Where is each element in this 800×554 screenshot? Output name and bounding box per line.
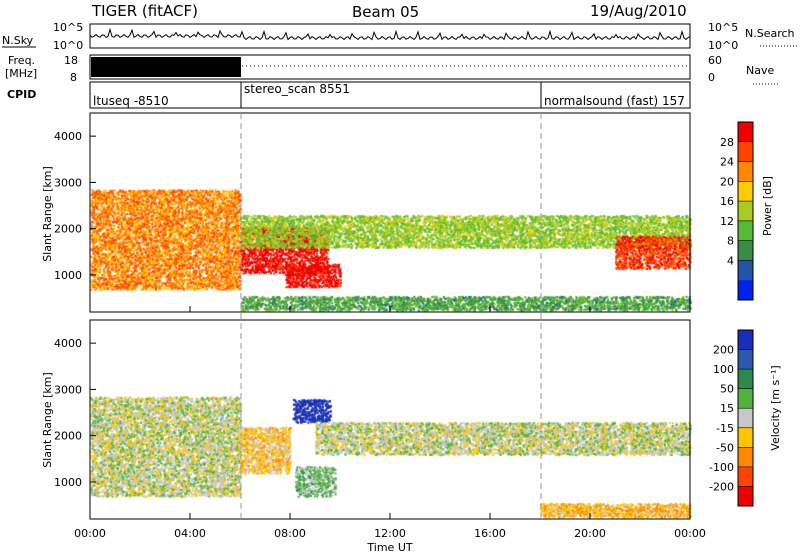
cpid-program-1: ltuseq -8510 bbox=[93, 94, 169, 108]
beam-title: Beam 05 bbox=[352, 3, 419, 21]
noise-left-tick-top: 10^5 bbox=[53, 21, 83, 34]
time-tick-label: 04:00 bbox=[174, 527, 206, 540]
velocity-colorbar: 200 100 50 15 -15 -50 -100 -200 bbox=[709, 329, 754, 507]
colorbar-frame bbox=[737, 329, 754, 507]
noise-right-tick-bottom: 10^0 bbox=[708, 39, 738, 52]
freq-solid-block bbox=[91, 57, 241, 77]
range-tick-label: 2000 bbox=[54, 430, 82, 443]
velocity-panel: Slant Range [km] 1000 2000 3000 4000 200 100… bbox=[41, 319, 782, 520]
colorbar-swatch bbox=[738, 388, 753, 409]
colorbar-swatch bbox=[738, 161, 753, 182]
power-yticks: 1000 2000 3000 4000 bbox=[54, 130, 96, 282]
colorbar-tick-label: -15 bbox=[716, 422, 734, 435]
noise-right-label: N.Search bbox=[745, 27, 795, 40]
colorbar-swatch bbox=[738, 181, 753, 202]
noise-left-tick-bottom: 10^0 bbox=[53, 39, 83, 52]
colorbar-swatch bbox=[738, 466, 753, 487]
time-tick-label: 20:00 bbox=[574, 527, 606, 540]
cpid-program-3: normalsound (fast) 157 bbox=[544, 94, 685, 108]
cpid-panel: CPID ltuseq -8510 stereo_scan 8551 norma… bbox=[7, 81, 691, 109]
cpid-program-2: stereo_scan 8551 bbox=[244, 82, 350, 96]
colorbar-swatch bbox=[738, 280, 753, 301]
colorbar-tick-label: -100 bbox=[709, 461, 734, 474]
power-colorbar-label: Power [dB] bbox=[761, 176, 774, 236]
time-tick-label: 16:00 bbox=[474, 527, 506, 540]
nave-label: Nave bbox=[746, 64, 774, 77]
colorbar-tick-label: 8 bbox=[727, 235, 734, 248]
noise-left-label: N.Sky bbox=[2, 34, 34, 47]
colorbar-swatch bbox=[738, 369, 753, 390]
velocity-yticks: 1000 2000 3000 4000 bbox=[54, 337, 96, 489]
range-tick-label: 1000 bbox=[54, 476, 82, 489]
range-tick-label: 2000 bbox=[54, 223, 82, 236]
freq-left-tick-bottom: 8 bbox=[70, 71, 77, 84]
colorbar-swatch bbox=[738, 201, 753, 222]
colorbar-tick-label: 4 bbox=[727, 254, 734, 267]
cpid-label: CPID bbox=[7, 88, 36, 101]
colorbar-tick-label: -200 bbox=[709, 480, 734, 493]
colorbar-swatch bbox=[738, 122, 753, 143]
colorbar-tick-label: 12 bbox=[720, 215, 734, 228]
power-ylabel: Slant Range [km] bbox=[41, 166, 54, 262]
colorbar-tick-label: 15 bbox=[720, 402, 734, 415]
noise-right-tick-top: 10^5 bbox=[708, 21, 738, 34]
range-tick-label: 4000 bbox=[54, 130, 82, 143]
colorbar-tick-label: 20 bbox=[720, 175, 734, 188]
colorbar-tick-label: 24 bbox=[720, 156, 734, 169]
colorbar-tick-label: 50 bbox=[720, 383, 734, 396]
time-tick-label: 12:00 bbox=[374, 527, 406, 540]
velocity-colorbar-label: Velocity [m s⁻¹] bbox=[769, 365, 782, 450]
colorbar-swatch bbox=[738, 220, 753, 242]
colorbar-tick-label: 100 bbox=[713, 363, 734, 376]
colorbar-tick-label: 200 bbox=[713, 344, 734, 357]
colorbar-swatch bbox=[738, 240, 753, 261]
power-colorbar: 28 24 20 16 12 8 4 bbox=[720, 121, 754, 301]
colorbar-tick-label: 16 bbox=[720, 195, 734, 208]
time-tick-label: 00:00 bbox=[674, 527, 706, 540]
colorbar-swatch bbox=[738, 330, 753, 351]
range-tick-label: 4000 bbox=[54, 337, 82, 350]
colorbar-swatch bbox=[738, 447, 753, 468]
colorbar-tick-label: 28 bbox=[720, 136, 734, 149]
velocity-ylabel: Slant Range [km] bbox=[41, 372, 54, 468]
freq-right-tick-top: 60 bbox=[708, 54, 722, 67]
colorbar-tick-label: -50 bbox=[716, 441, 734, 454]
noise-trace bbox=[89, 27, 691, 41]
colorbar-frame bbox=[737, 121, 754, 301]
range-tick-label: 3000 bbox=[54, 383, 82, 396]
range-tick-label: 1000 bbox=[54, 269, 82, 282]
freq-label-line1: Freq. bbox=[8, 54, 35, 67]
time-axis-label: Time UT bbox=[366, 541, 412, 554]
time-axis: 00:00 04:00 08:00 12:00 16:00 20:00 00:00 bbox=[74, 306, 706, 540]
colorbar-swatch bbox=[738, 349, 753, 370]
time-tick-label: 00:00 bbox=[74, 527, 106, 540]
freq-left-tick-top: 18 bbox=[64, 54, 78, 67]
freq-label-line2: [MHz] bbox=[5, 67, 37, 80]
radar-title: TIGER (fitACF) bbox=[91, 2, 198, 20]
date-title: 19/Aug/2010 bbox=[590, 2, 687, 20]
power-panel: Slant Range [km] 1000 2000 3000 4000 28 24 20… bbox=[41, 112, 774, 313]
colorbar-swatch bbox=[738, 141, 753, 163]
time-tick-label: 08:00 bbox=[274, 527, 306, 540]
freq-panel: Freq. [MHz] 18 8 60 0 Nave bbox=[5, 54, 778, 85]
colorbar-swatch bbox=[738, 486, 753, 507]
colorbar-swatch bbox=[738, 260, 753, 281]
freq-right-tick-bottom: 0 bbox=[708, 71, 715, 84]
range-tick-label: 3000 bbox=[54, 176, 82, 189]
noise-panel: N.Sky 10^5 10^0 10^5 10^0 N.Search bbox=[2, 21, 798, 52]
colorbar-swatch bbox=[738, 408, 753, 429]
colorbar-swatch bbox=[738, 427, 753, 448]
